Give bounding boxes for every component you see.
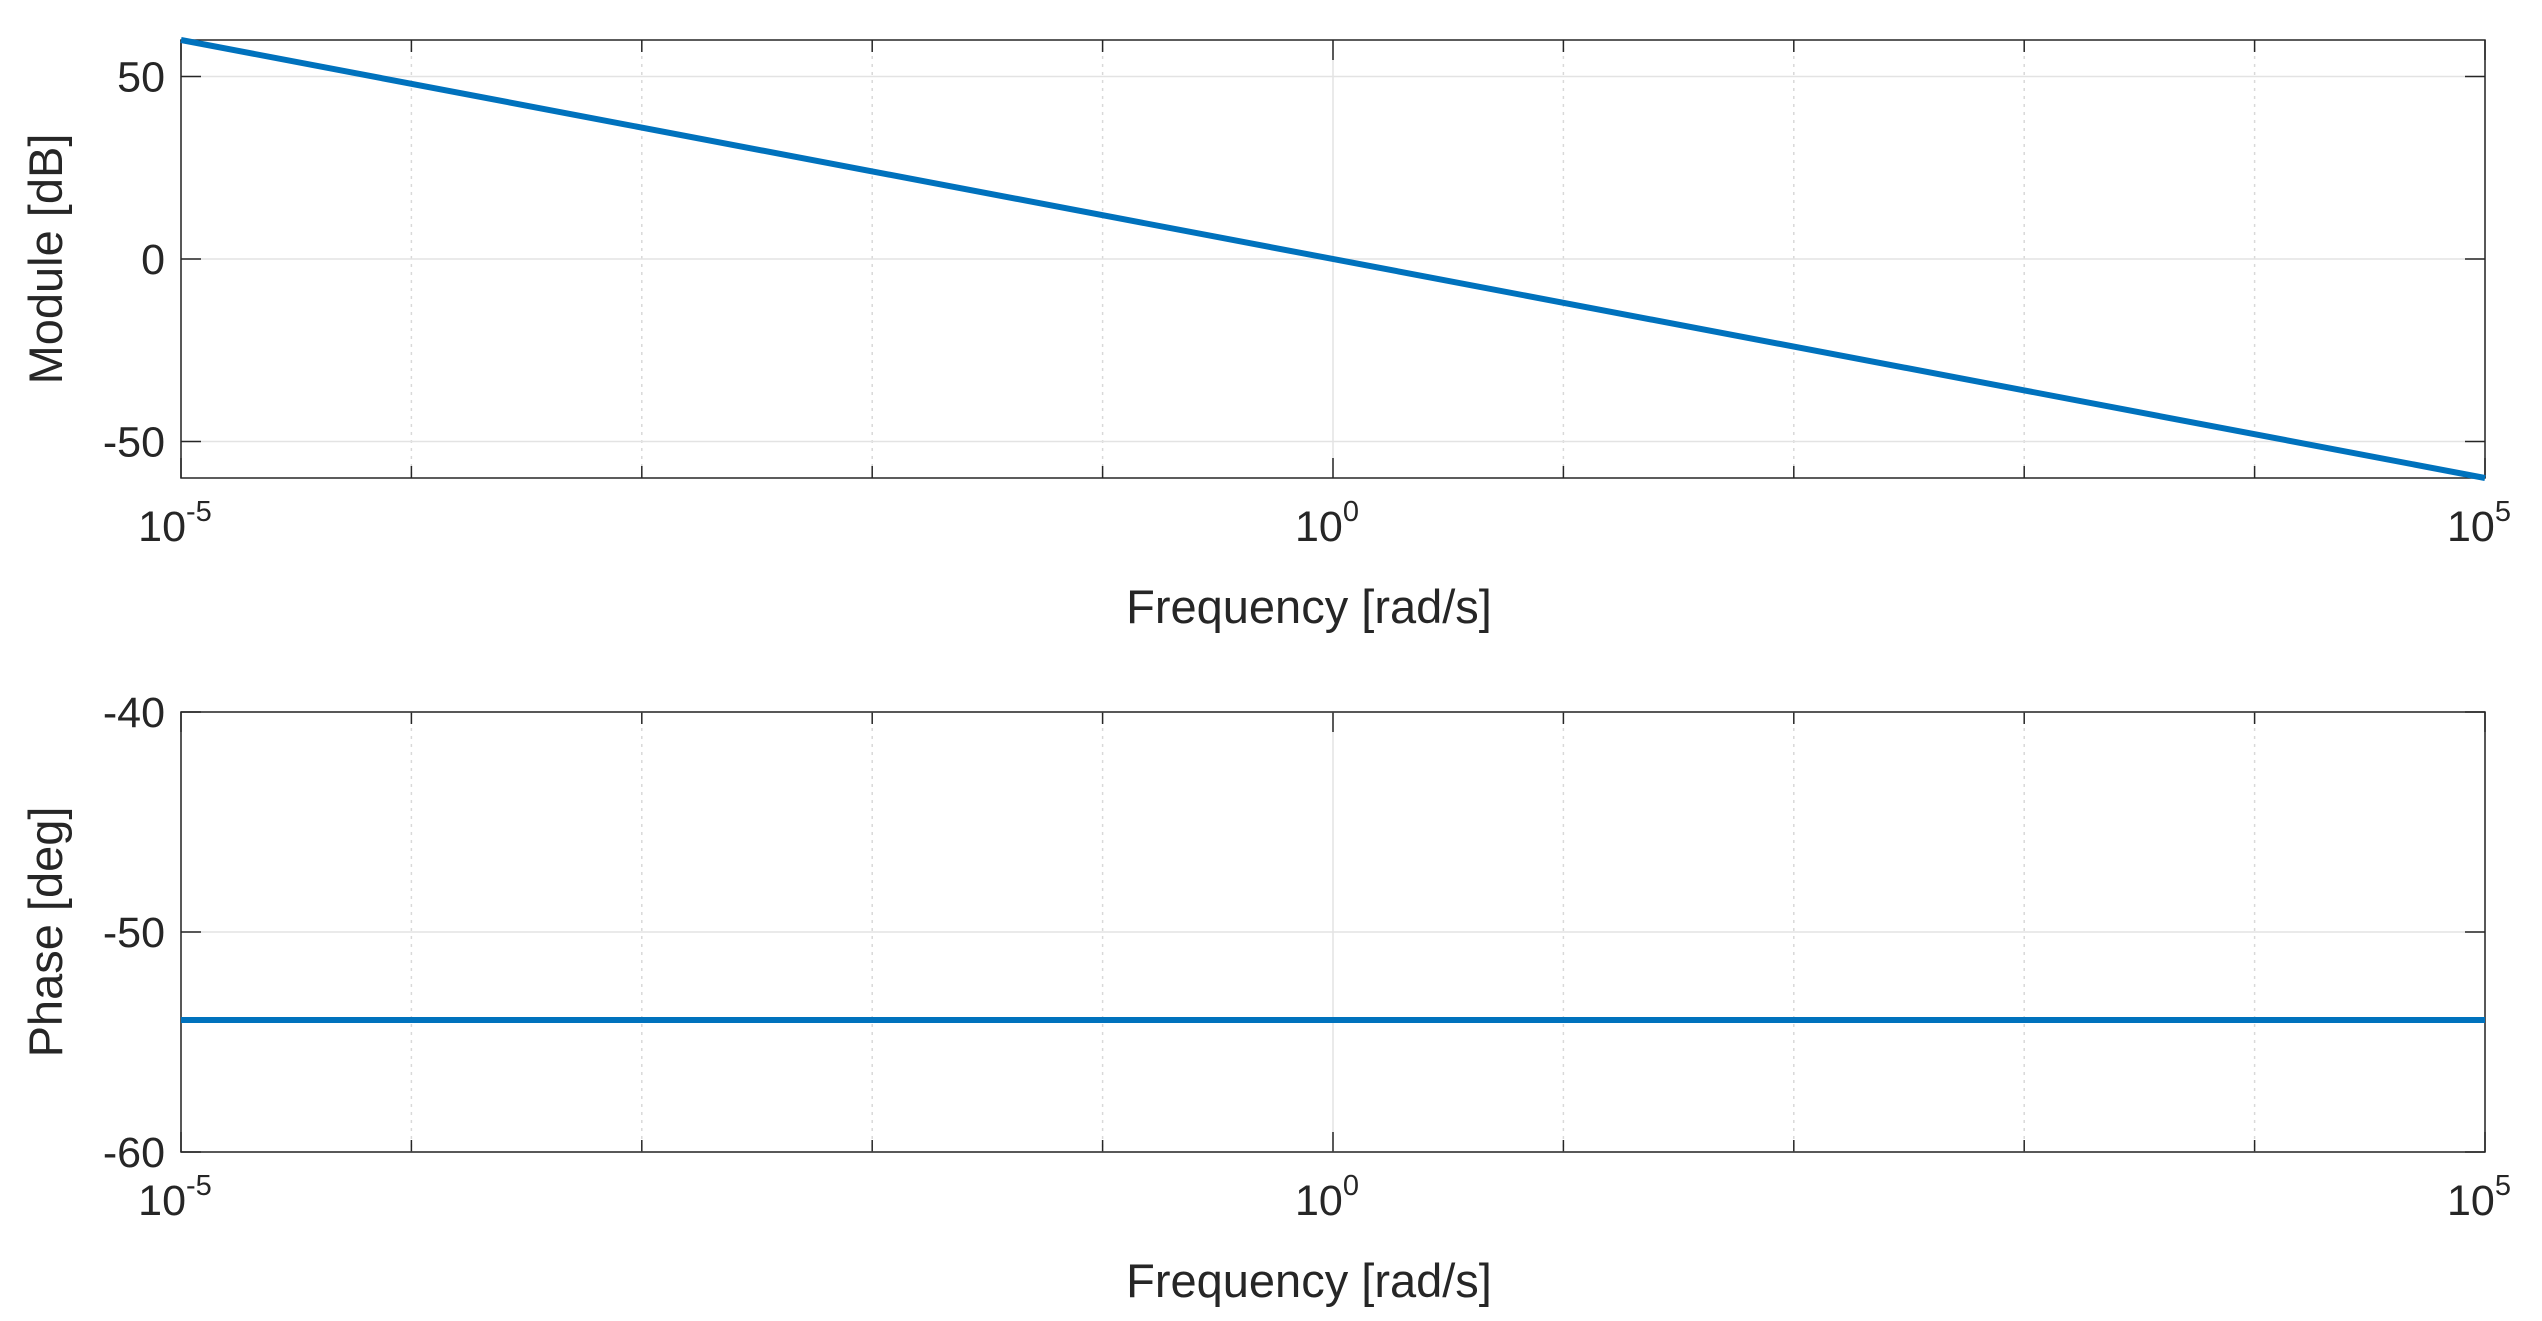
y-tick-label: -40	[103, 689, 165, 737]
y-tick-label: -50	[103, 909, 165, 957]
module-plot: 10-5 100 105 50 0 -50 Frequency [rad/s] Module …	[19, 37, 2511, 633]
y-tick-label: -50	[103, 419, 165, 467]
module-series-line	[180, 37, 2486, 481]
x-tick-label: 100	[1295, 1170, 1359, 1225]
x-tick-label: 105	[2447, 496, 2511, 551]
x-tick-label: 105	[2447, 1170, 2511, 1225]
y-tick-label: 50	[117, 54, 165, 102]
phase-axes-box	[180, 711, 2486, 1153]
y-tick-label: 0	[141, 236, 165, 284]
x-tick-label: 10-5	[138, 1170, 212, 1225]
x-tick-label: 100	[1295, 496, 1359, 551]
x-axis-label: Frequency [rad/s]	[1126, 580, 1492, 633]
y-axis-label: Module [dB]	[19, 134, 72, 385]
module-axes-box	[180, 39, 2486, 479]
x-tick-label: 10-5	[138, 496, 212, 551]
phase-plot: 10-5 100 105 -40 -50 -60 Frequency [rad/s] Phas…	[19, 689, 2511, 1307]
x-axis-label: Frequency [rad/s]	[1126, 1254, 1492, 1307]
y-axis-label: Phase [deg]	[19, 807, 72, 1058]
y-tick-label: -60	[103, 1129, 165, 1177]
